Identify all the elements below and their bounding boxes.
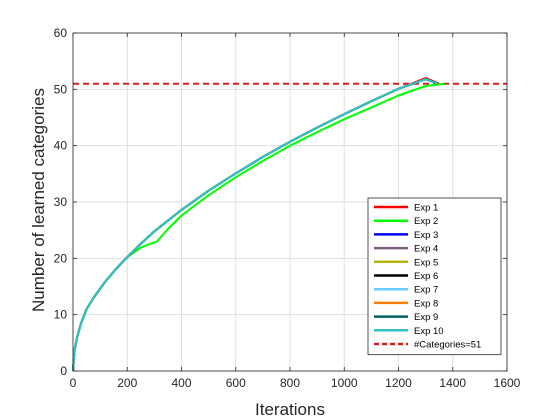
legend-label: Exp 4 xyxy=(414,244,438,255)
legend-label: Exp 6 xyxy=(414,271,438,282)
legend-label: Exp 10 xyxy=(414,326,444,337)
y-tick-label: 30 xyxy=(54,195,68,209)
y-tick-label: 20 xyxy=(54,251,68,265)
x-tick-label: 400 xyxy=(171,376,191,390)
legend-label: Exp 8 xyxy=(414,298,438,309)
axes xyxy=(72,32,508,372)
legend-label: Exp 3 xyxy=(414,230,438,241)
legend-label: Exp 2 xyxy=(414,216,438,227)
y-tick-label: 10 xyxy=(54,308,68,322)
x-tick-label: 1600 xyxy=(494,376,521,390)
x-tick-label: 1400 xyxy=(439,376,466,390)
x-tick-label: 0 xyxy=(70,376,77,390)
y-tick-label: 50 xyxy=(54,82,68,96)
x-tick-label: 600 xyxy=(226,376,246,390)
x-tick-label: 1200 xyxy=(385,376,412,390)
series-line-exp-10 xyxy=(72,78,439,372)
y-tick-label: 0 xyxy=(60,364,67,378)
x-tick-label: 1000 xyxy=(331,376,358,390)
legend-label: Exp 1 xyxy=(414,203,438,214)
y-tick-label: 40 xyxy=(54,139,68,153)
legend-label: Exp 5 xyxy=(414,257,438,268)
x-axis-label: Iterations xyxy=(255,400,325,419)
y-tick-label: 60 xyxy=(54,26,68,40)
legend-label: Exp 7 xyxy=(414,285,438,296)
series-lines xyxy=(72,77,507,372)
legend: Exp 1 Exp 2 Exp 3 Exp 4 Exp 5 Exp 6 Exp 7 Exp 8… xyxy=(367,197,502,356)
x-tick-label: 800 xyxy=(280,376,300,390)
x-tick-label: 200 xyxy=(117,376,137,390)
legend-label: Exp 9 xyxy=(414,312,438,323)
legend-label: #Categories=51 xyxy=(414,340,481,351)
y-axis-label: Number of learned categories xyxy=(29,88,48,312)
tick-labels: 0 200 400 600 800 1000 1200 1400 1600 0 10 20 30 40 50… xyxy=(54,26,521,390)
